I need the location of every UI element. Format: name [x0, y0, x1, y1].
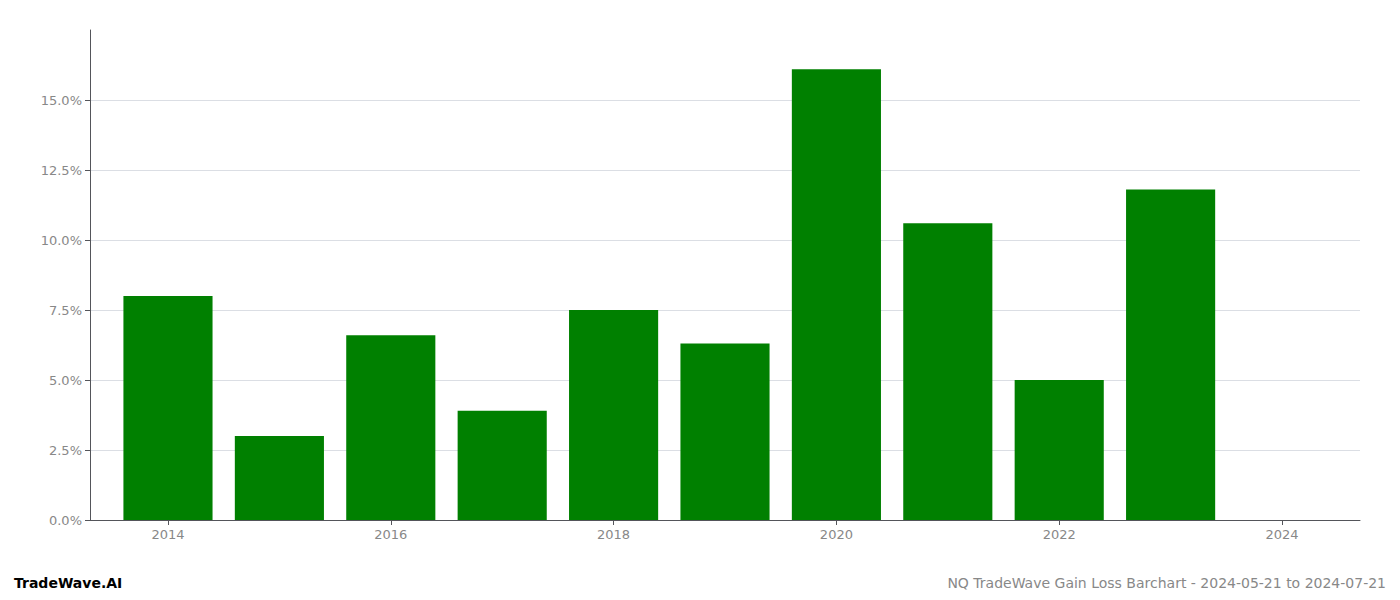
svg-text:2024: 2024	[1265, 527, 1298, 542]
svg-text:10.0%: 10.0%	[41, 233, 82, 248]
svg-text:2.5%: 2.5%	[49, 443, 82, 458]
svg-text:2018: 2018	[597, 527, 630, 542]
svg-text:2020: 2020	[820, 527, 853, 542]
svg-text:12.5%: 12.5%	[41, 163, 82, 178]
svg-text:TradeWave.AI: TradeWave.AI	[14, 575, 122, 591]
svg-text:NQ TradeWave Gain Loss Barchar: NQ TradeWave Gain Loss Barchart - 2024-0…	[947, 575, 1386, 591]
svg-text:7.5%: 7.5%	[49, 303, 82, 318]
svg-text:0.0%: 0.0%	[49, 513, 82, 528]
svg-text:2022: 2022	[1043, 527, 1076, 542]
svg-text:5.0%: 5.0%	[49, 373, 82, 388]
svg-text:2014: 2014	[151, 527, 184, 542]
svg-text:2016: 2016	[374, 527, 407, 542]
svg-text:15.0%: 15.0%	[41, 93, 82, 108]
